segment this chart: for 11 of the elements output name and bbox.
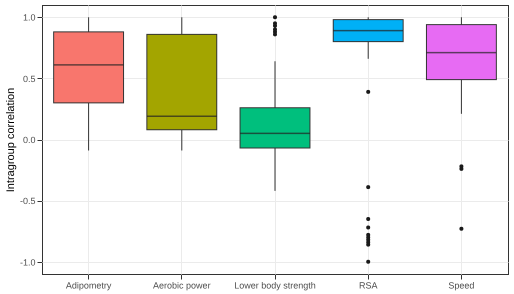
y-axis-title: Intragroup correlation — [4, 88, 17, 192]
x-tick-label: Lower body strength — [234, 280, 316, 290]
y-tick-label: 0.0 — [22, 135, 36, 145]
y-tick-label: -1.0 — [20, 257, 36, 268]
x-tick-label: Speed — [448, 280, 474, 290]
y-tick-label: -0.5 — [20, 196, 36, 206]
x-tick-label: Adipometry — [66, 280, 112, 290]
y-tick-label: 0.5 — [22, 74, 36, 84]
x-tick-label: RSA — [358, 280, 378, 290]
y-tick-label: 1.0 — [22, 12, 36, 23]
x-tick-label: Aerobic power — [153, 280, 211, 290]
